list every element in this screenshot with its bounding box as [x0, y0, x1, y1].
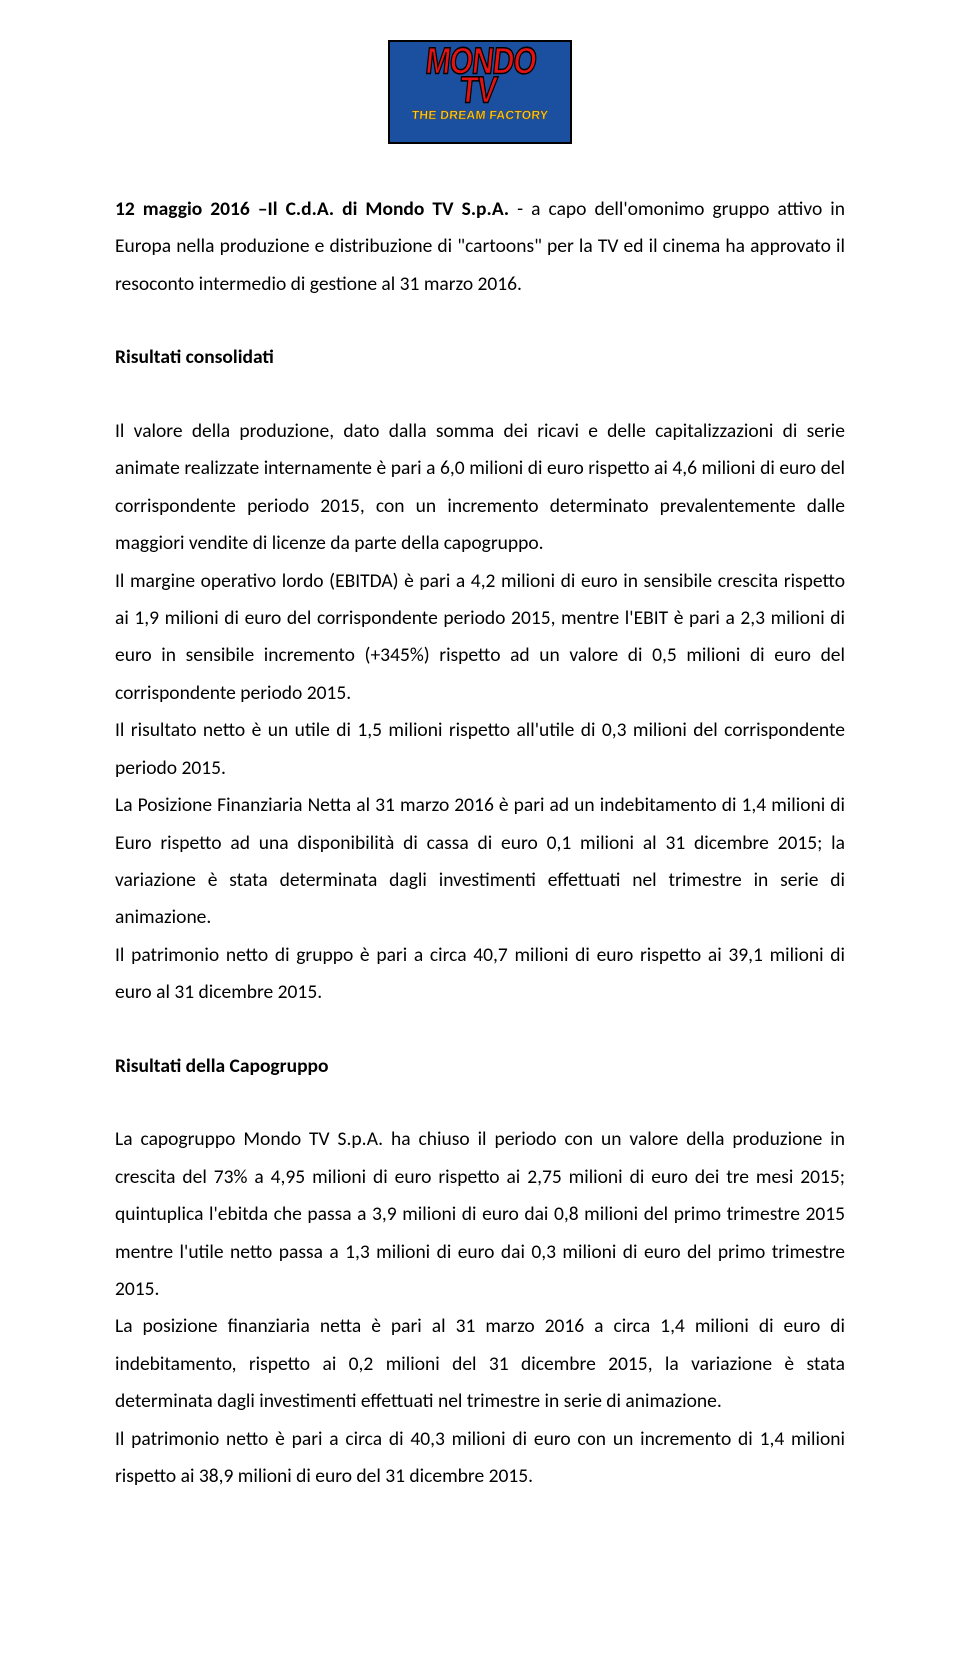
section2-p1: La capogruppo Mondo TV S.p.A. ha chiuso …	[115, 1121, 845, 1308]
section1-p3: Il risultato netto è un utile di 1,5 mil…	[115, 712, 845, 787]
section2-p2: La posizione finanziaria netta è pari al…	[115, 1308, 845, 1420]
intro-bold: 12 maggio 2016 –Il C.d.A. di Mondo TV S.…	[115, 197, 509, 221]
section1-p1: Il valore della produzione, dato dalla s…	[115, 413, 845, 563]
logo-container: MONDO TV THE DREAM FACTORY	[115, 40, 845, 149]
logo-tagline: THE DREAM FACTORY	[390, 108, 571, 122]
intro-paragraph: 12 maggio 2016 –Il C.d.A. di Mondo TV S.…	[115, 191, 845, 303]
section1-p2: Il margine operativo lordo (EBITDA) è pa…	[115, 563, 845, 713]
logo-line2: TV	[457, 70, 498, 111]
section1-heading: Risultati consolidati	[115, 339, 845, 376]
section1-p5: Il patrimonio netto di gruppo è pari a c…	[115, 937, 845, 1012]
section2-body: La capogruppo Mondo TV S.p.A. ha chiuso …	[115, 1121, 845, 1495]
document-body: 12 maggio 2016 –Il C.d.A. di Mondo TV S.…	[115, 191, 845, 1496]
mondo-tv-logo: MONDO TV THE DREAM FACTORY	[388, 40, 572, 144]
section1-body: Il valore della produzione, dato dalla s…	[115, 413, 845, 1012]
document-page: MONDO TV THE DREAM FACTORY 12 maggio 201…	[0, 0, 960, 1556]
logo-main-text: MONDO TV	[388, 40, 572, 106]
section1-p4: La Posizione Finanziaria Netta al 31 mar…	[115, 787, 845, 937]
section2-heading: Risultati della Capogruppo	[115, 1048, 845, 1085]
section2-p3: Il patrimonio netto è pari a circa di 40…	[115, 1421, 845, 1496]
